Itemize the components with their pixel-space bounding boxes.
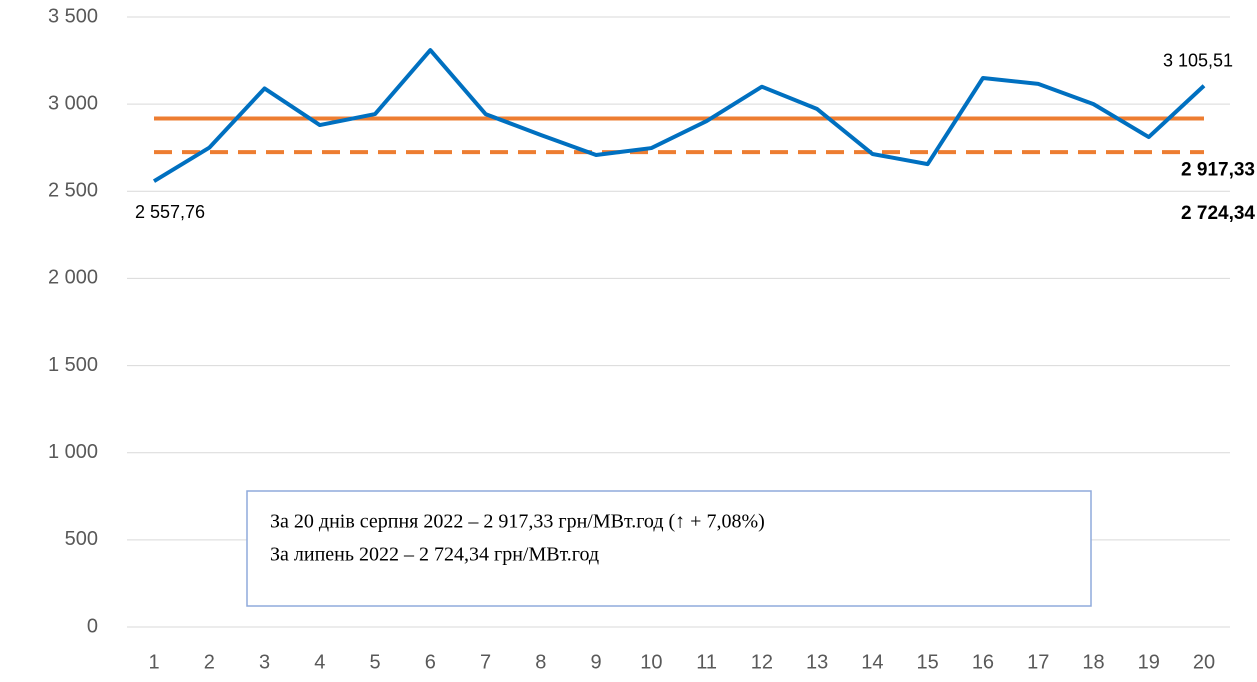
data-label: 3 105,51 <box>1163 51 1233 71</box>
x-tick-label: 8 <box>535 651 546 673</box>
x-tick-label: 2 <box>204 651 215 673</box>
reference-label: 2 917,33 <box>1181 160 1255 181</box>
x-tick-label: 15 <box>917 651 939 673</box>
annotation-box <box>246 490 1092 607</box>
x-tick-label: 1 <box>148 651 159 673</box>
y-tick-label: 3 000 <box>48 92 98 114</box>
y-tick-label: 2 500 <box>48 180 98 202</box>
x-tick-label: 16 <box>972 651 994 673</box>
x-tick-label: 10 <box>640 651 662 673</box>
x-tick-label: 4 <box>314 651 325 673</box>
annotation: За 20 днів серпня 2022 – 2 917,33 грн/МВ… <box>270 511 765 533</box>
annotation: За липень 2022 – 2 724,34 грн/МВт.год <box>270 544 599 566</box>
y-tick-label: 0 <box>87 615 98 637</box>
x-tick-label: 20 <box>1193 651 1215 673</box>
series-line <box>152 48 1206 183</box>
x-tick-label: 19 <box>1138 651 1160 673</box>
y-tick-label: 1 000 <box>48 441 98 463</box>
data-label: 2 557,76 <box>135 202 205 222</box>
x-tick-label: 13 <box>806 651 828 673</box>
y-tick-label: 3 500 <box>48 5 98 27</box>
x-tick-label: 17 <box>1027 651 1049 673</box>
x-tick-label: 18 <box>1082 651 1104 673</box>
x-tick-label: 3 <box>259 651 270 673</box>
x-tick-label: 5 <box>369 651 380 673</box>
x-tick-label: 14 <box>861 651 883 673</box>
x-tick-label: 11 <box>696 651 717 673</box>
y-tick-label: 500 <box>65 528 98 550</box>
reference-label: 2 724,34 <box>1181 203 1255 224</box>
x-tick-label: 12 <box>751 651 773 673</box>
x-tick-label: 7 <box>480 651 491 673</box>
y-tick-label: 2 000 <box>48 267 98 289</box>
x-tick-label: 9 <box>591 651 602 673</box>
x-tick-label: 6 <box>425 651 436 673</box>
y-tick-label: 1 500 <box>48 354 98 376</box>
